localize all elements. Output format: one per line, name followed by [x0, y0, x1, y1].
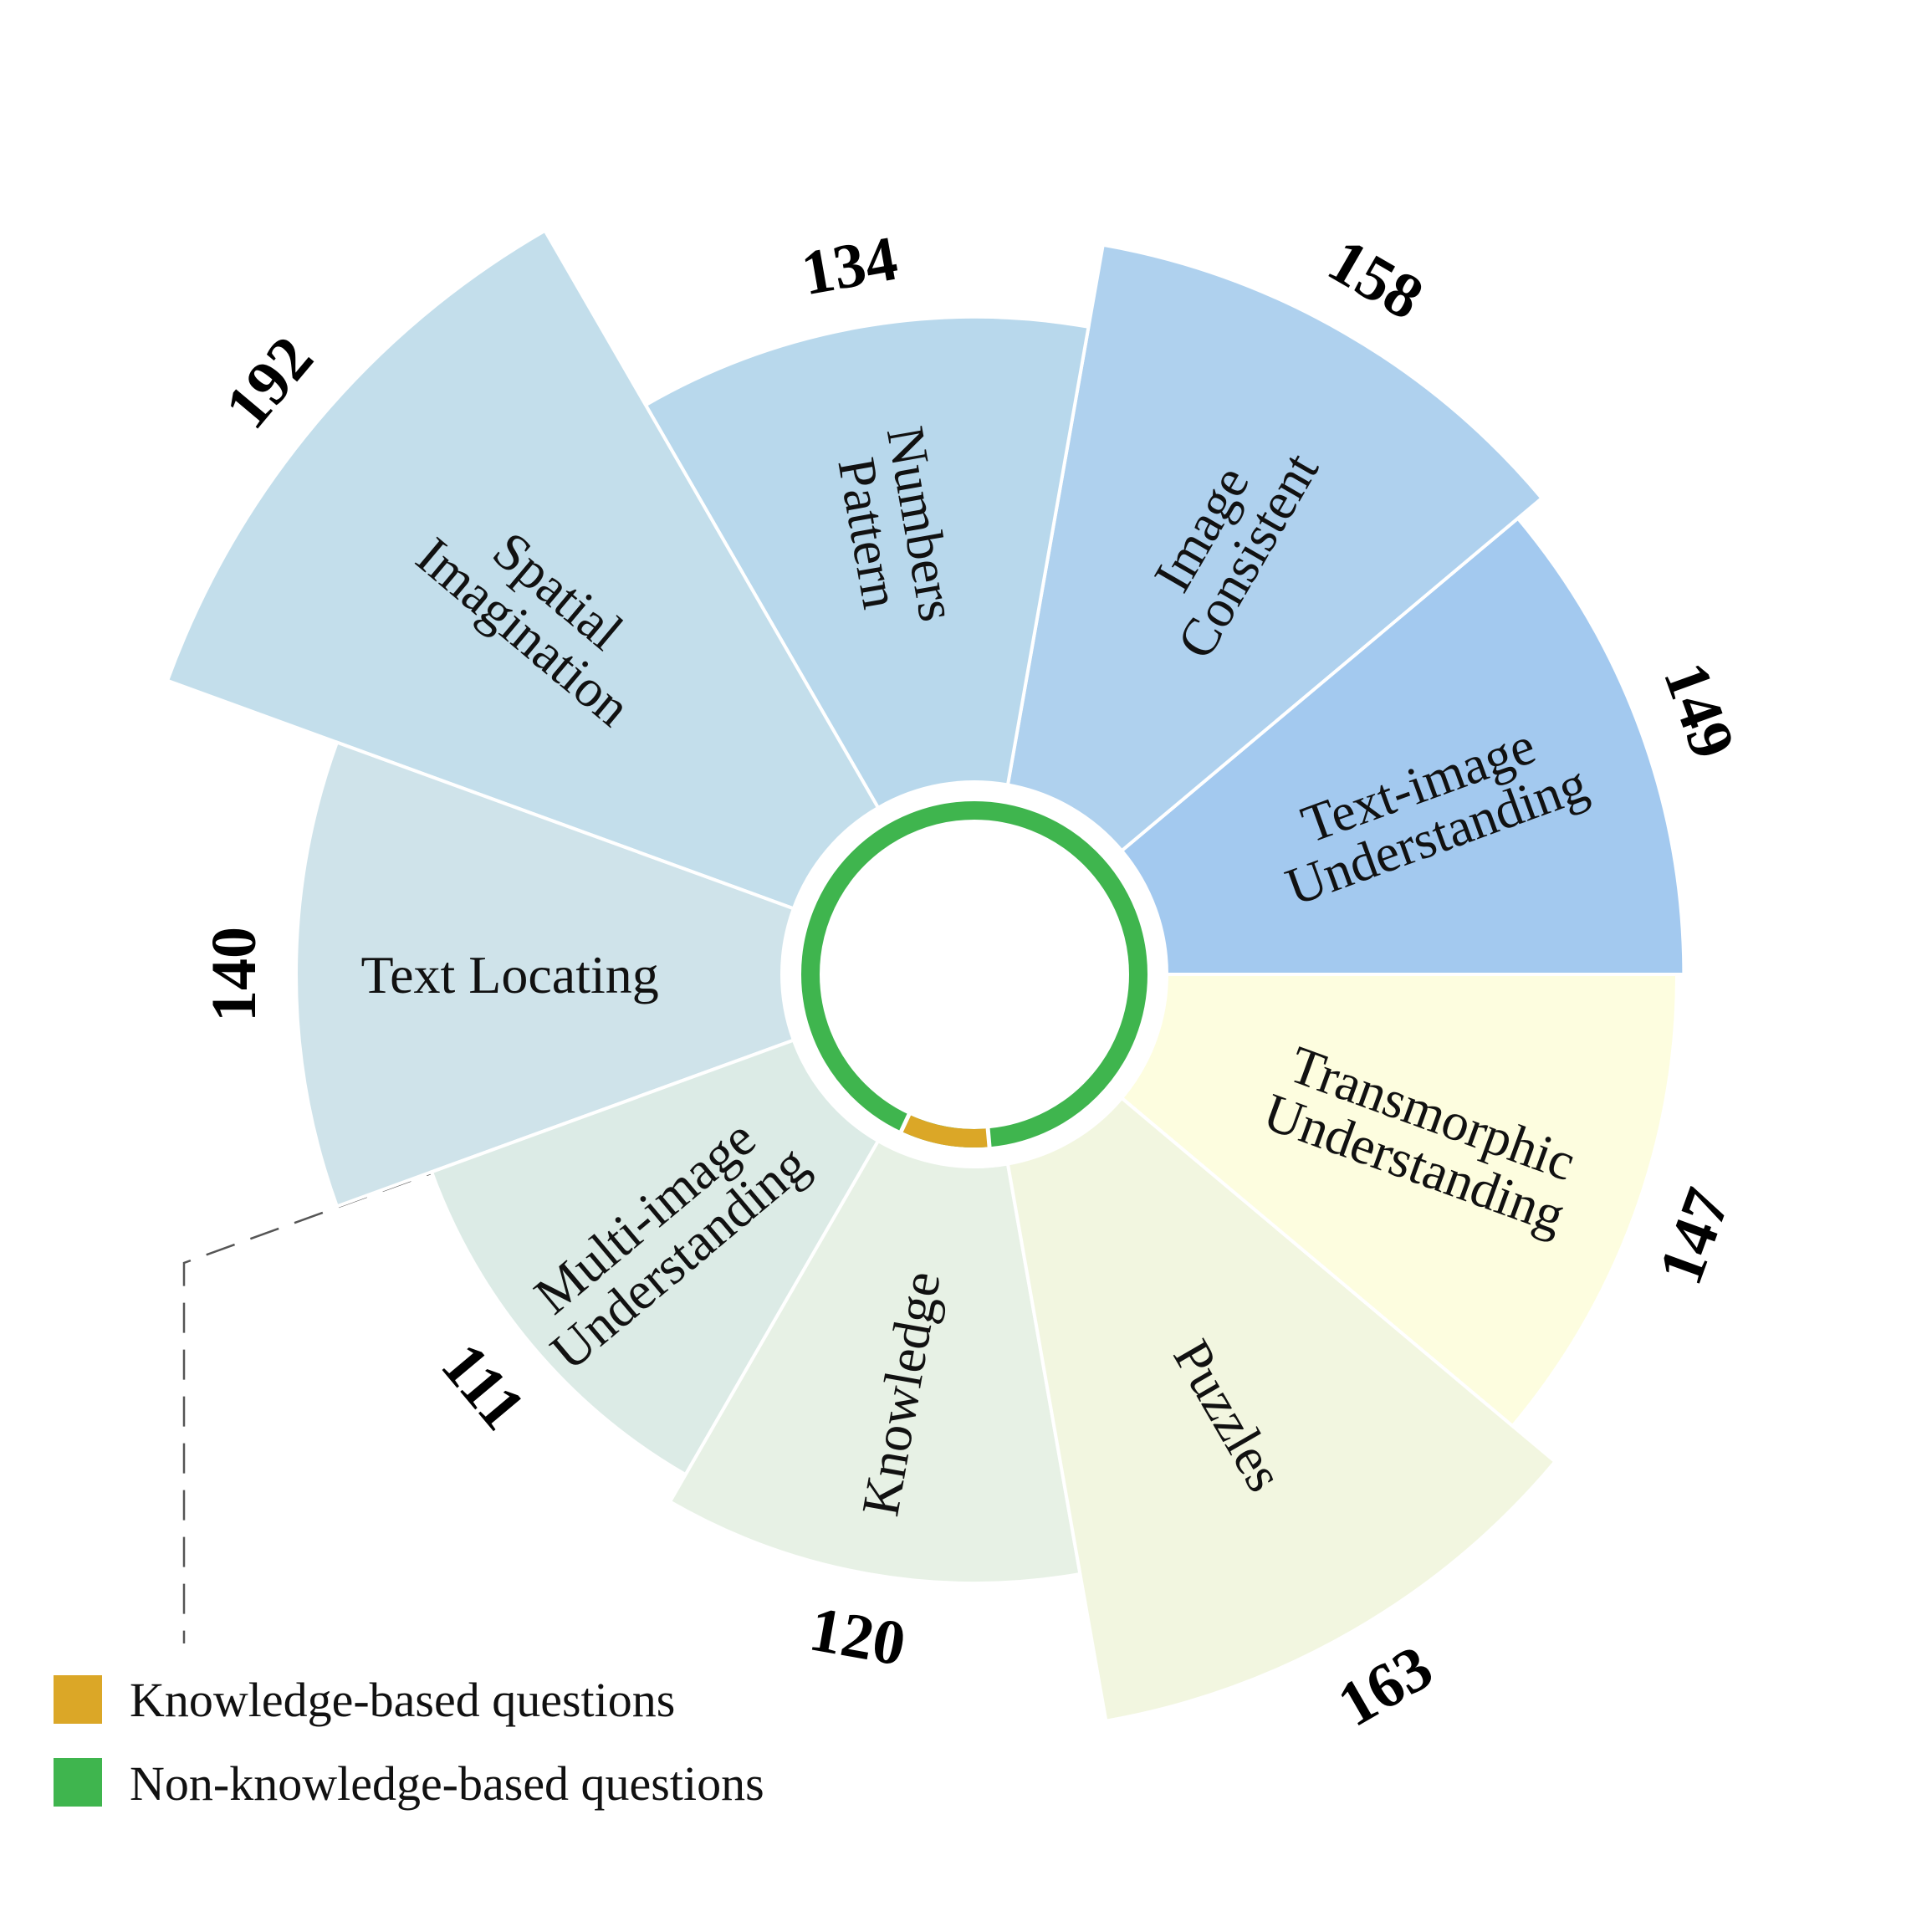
- legend: Knowledge-based questions Non-knowledge-…: [54, 1673, 764, 1811]
- value-label: 163: [1326, 1632, 1444, 1740]
- value-label: 134: [796, 223, 902, 309]
- value-label: 147: [1645, 1179, 1744, 1293]
- value-label: 120: [805, 1594, 911, 1680]
- legend-label-knowledge: Knowledge-based questions: [130, 1673, 675, 1727]
- bar-sector: [429, 1038, 881, 1477]
- legend-swatch-knowledge: [54, 1675, 102, 1724]
- value-label: 111: [428, 1330, 539, 1443]
- inner-ring: [782, 782, 1167, 1167]
- connector-lines: [182, 1035, 808, 1643]
- category-label: NumbersPattern: [823, 422, 969, 636]
- center-hole: [782, 782, 1167, 1167]
- ring-separator: [985, 1126, 992, 1150]
- category-label: Text Locating: [360, 945, 658, 1004]
- bar-sector: [667, 1138, 1082, 1585]
- legend-label-non-knowledge: Non-knowledge-based questions: [130, 1756, 764, 1811]
- category-label-line: Text Locating: [360, 945, 658, 1004]
- dashed-connector: [182, 1035, 808, 1643]
- value-label: 158: [1316, 225, 1434, 334]
- legend-swatch-non-knowledge: [54, 1758, 102, 1807]
- bars-group: [165, 228, 1686, 1723]
- ring-separator: [897, 1111, 912, 1135]
- value-label: 192: [212, 324, 327, 442]
- value-label: 149: [1650, 654, 1749, 768]
- value-label: 140: [199, 927, 269, 1022]
- ring-knowledge-arc: [901, 1114, 990, 1147]
